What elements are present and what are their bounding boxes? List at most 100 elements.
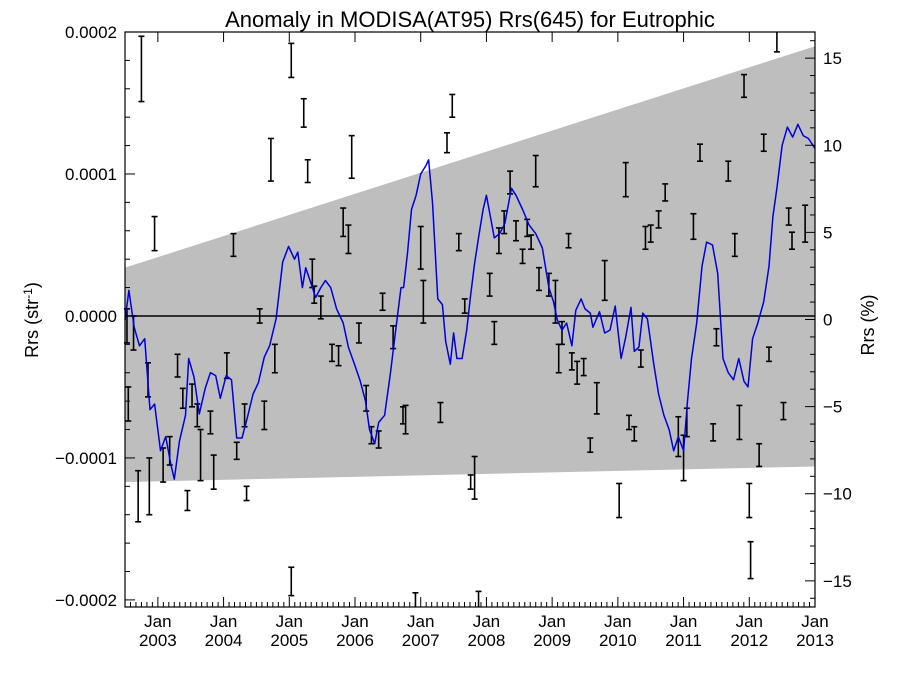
errorbar bbox=[402, 404, 409, 435]
chart-title: Anomaly in MODISA(AT95) Rrs(645) for Eut… bbox=[225, 7, 715, 32]
errorbar bbox=[731, 232, 738, 258]
errorbar bbox=[785, 207, 792, 226]
uncertainty-envelope bbox=[125, 46, 815, 483]
errorbar bbox=[197, 428, 204, 482]
errorbar bbox=[304, 158, 311, 184]
errorbar bbox=[760, 133, 767, 153]
errorbar bbox=[345, 224, 352, 255]
x-tick-year: 2012 bbox=[730, 631, 768, 650]
errorbar bbox=[568, 352, 575, 371]
errorbar bbox=[243, 485, 250, 502]
errorbar bbox=[622, 161, 629, 198]
errorbar bbox=[207, 410, 214, 435]
y2-tick-label: −5 bbox=[823, 398, 842, 417]
errorbar bbox=[532, 154, 539, 188]
y-axis-label-close: ) bbox=[22, 282, 42, 288]
errorbar bbox=[528, 234, 535, 251]
y2-tick-label: −10 bbox=[823, 485, 852, 504]
x-tick-year: 2010 bbox=[599, 631, 637, 650]
errorbar bbox=[593, 381, 600, 415]
errorbar bbox=[697, 143, 703, 162]
errorbar bbox=[461, 298, 468, 314]
errorbar bbox=[647, 224, 654, 243]
errorbar bbox=[495, 227, 502, 255]
errorbar bbox=[174, 353, 181, 378]
y2-axis-label: Rrs (%) bbox=[858, 295, 878, 356]
x-tick-month: Jan bbox=[801, 612, 828, 631]
x-tick-month: Jan bbox=[670, 612, 697, 631]
errorbar bbox=[756, 442, 763, 468]
errorbar bbox=[780, 401, 787, 421]
errorbar bbox=[288, 566, 295, 597]
y-axis-label: Rrs (str-1) bbox=[21, 282, 42, 358]
errorbar bbox=[135, 469, 142, 523]
x-tick-month: Jan bbox=[276, 612, 303, 631]
errorbar bbox=[642, 225, 649, 251]
y-tick-label: −0.0002 bbox=[55, 591, 117, 610]
errorbar bbox=[444, 132, 450, 154]
x-tick-year: 2011 bbox=[665, 631, 702, 650]
errorbar bbox=[616, 482, 623, 519]
x-tick-month: Jan bbox=[604, 612, 631, 631]
errorbar bbox=[662, 183, 669, 202]
x-tick-year: 2003 bbox=[139, 631, 177, 650]
errorbar bbox=[420, 279, 427, 324]
left-axis-ticks: 0.0002 0.0001 0.0000 −0.0001 −0.0002 bbox=[55, 23, 135, 610]
errorbar bbox=[519, 248, 526, 265]
errorbar bbox=[475, 590, 482, 607]
errorbar bbox=[802, 204, 809, 243]
errorbar bbox=[536, 266, 542, 292]
errorbar bbox=[725, 160, 732, 182]
errorbar bbox=[355, 322, 362, 344]
errorbar bbox=[655, 210, 662, 229]
right-axis-ticks: 15 10 5 0 −5 −10 −15 bbox=[805, 40, 852, 599]
y-axis-label-superscript: -1 bbox=[21, 288, 35, 299]
x-tick-year: 2008 bbox=[468, 631, 506, 650]
errorbar bbox=[626, 414, 633, 431]
x-tick-month: Jan bbox=[341, 612, 368, 631]
errorbar-group bbox=[123, 32, 809, 607]
errorbar bbox=[267, 137, 274, 182]
errorbar bbox=[601, 259, 608, 302]
y2-tick-label: 15 bbox=[823, 49, 842, 68]
errorbar bbox=[574, 360, 581, 385]
errorbar bbox=[491, 320, 498, 346]
errorbar bbox=[300, 97, 307, 128]
errorbar bbox=[587, 437, 594, 454]
x-tick-month: Jan bbox=[210, 612, 237, 631]
errorbar bbox=[146, 457, 153, 516]
errorbar bbox=[271, 343, 278, 374]
errorbar bbox=[184, 489, 191, 512]
x-tick-month: Jan bbox=[144, 612, 171, 631]
y2-tick-label: 5 bbox=[823, 223, 832, 242]
errorbar bbox=[713, 327, 720, 347]
errorbar bbox=[710, 423, 717, 442]
errorbar bbox=[230, 232, 237, 258]
x-tick-month: Jan bbox=[538, 612, 565, 631]
x-tick-year: 2005 bbox=[270, 631, 308, 650]
errorbar bbox=[449, 93, 456, 118]
errorbar bbox=[348, 134, 355, 180]
x-tick-year: 2006 bbox=[336, 631, 374, 650]
errorbar bbox=[317, 295, 324, 320]
x-tick-month: Jan bbox=[407, 612, 434, 631]
errorbar bbox=[471, 455, 478, 500]
errorbar bbox=[552, 279, 559, 324]
errorbar bbox=[565, 232, 572, 249]
errorbar bbox=[437, 401, 444, 424]
x-tick-year: 2004 bbox=[205, 631, 243, 650]
errorbar bbox=[501, 210, 508, 235]
errorbar bbox=[467, 474, 474, 490]
x-tick-year: 2007 bbox=[402, 631, 440, 650]
x-tick-month: Jan bbox=[473, 612, 500, 631]
errorbar bbox=[233, 441, 240, 461]
errorbar bbox=[125, 386, 132, 422]
errorbar bbox=[637, 349, 644, 368]
y-tick-label: 0.0000 bbox=[65, 307, 117, 326]
errorbar bbox=[513, 220, 519, 242]
errorbar bbox=[138, 35, 145, 103]
errorbar bbox=[746, 482, 753, 519]
errorbar bbox=[189, 383, 196, 408]
errorbar bbox=[789, 231, 795, 251]
